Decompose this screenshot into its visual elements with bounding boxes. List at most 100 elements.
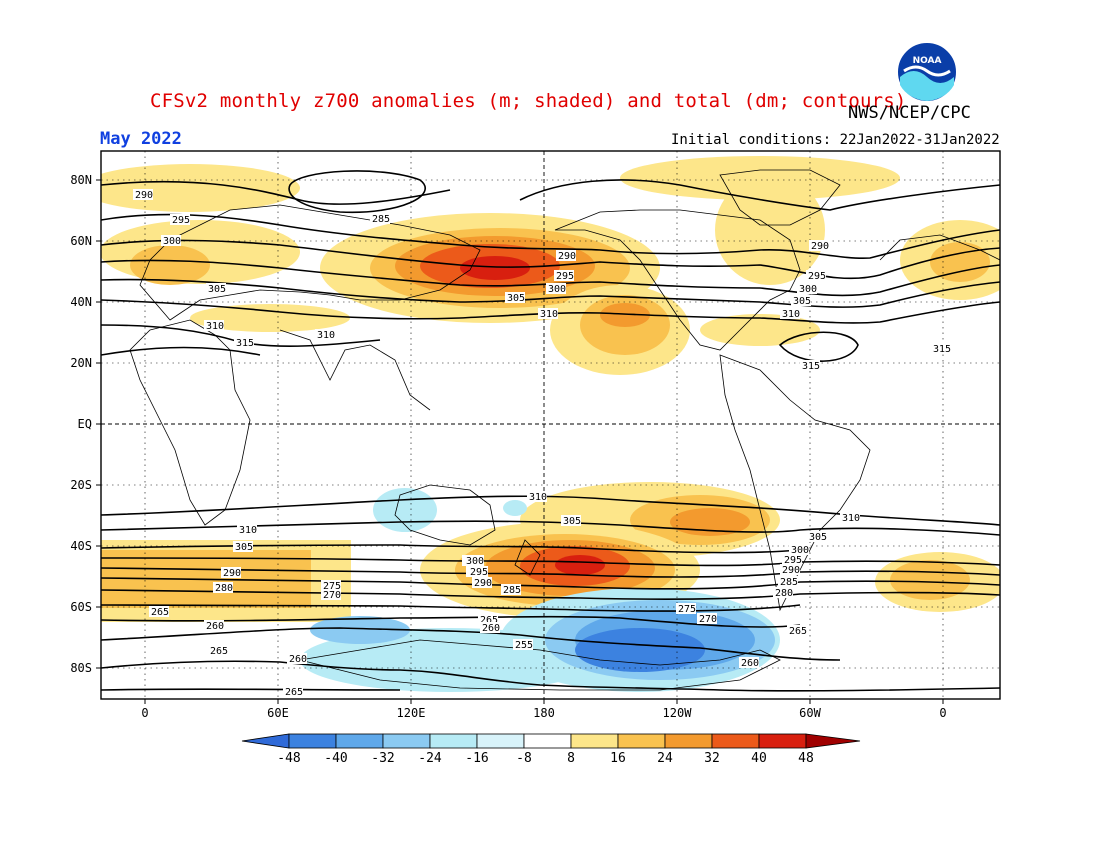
contour-label: 315 [933, 344, 951, 355]
contour-label: 265 [480, 615, 498, 626]
lon-tick-label: 60E [267, 706, 289, 720]
contour-label: 315 [236, 338, 254, 349]
contour-label: 310 [540, 309, 558, 320]
contour-label: 310 [317, 330, 335, 341]
contour-label: 315 [802, 361, 820, 372]
anomaly-positive-region [555, 555, 605, 575]
contour-label: 290 [811, 241, 829, 252]
contour-label: 290 [474, 578, 492, 589]
lon-tick-label: 0 [939, 706, 947, 720]
contour-label: 305 [563, 516, 581, 527]
contour-label: 305 [235, 542, 253, 553]
colorbar-swatch [570, 733, 619, 749]
colorbar-swatch [805, 733, 861, 749]
colorbar-swatch [335, 733, 384, 749]
lat-tick-label: 20S [70, 478, 92, 492]
colorbar-label: 32 [704, 751, 720, 766]
colorbar-swatch [241, 733, 290, 749]
contour-label: 285 [372, 214, 390, 225]
axis-ticks [96, 179, 944, 704]
contour-label: 260 [482, 623, 500, 634]
contour-label: 300 [799, 284, 817, 295]
contour-label: 275 [323, 581, 341, 592]
lat-tick-label: 40N [70, 295, 92, 309]
lat-tick-label: EQ [77, 417, 92, 431]
contour-label: 290 [223, 568, 241, 579]
colorbar-label: -40 [324, 751, 348, 766]
contour-label: 295 [172, 215, 190, 226]
contour-label: 290 [782, 565, 800, 576]
contour-label: 270 [699, 614, 717, 625]
contour-label: 260 [289, 654, 307, 665]
colorbar-label: -32 [371, 751, 395, 766]
colorbar-swatch [288, 733, 337, 749]
anomaly-negative-region [575, 628, 705, 672]
contour-label: 270 [323, 590, 341, 601]
lat-tick-label: 80S [70, 661, 92, 675]
colorbar-label: 8 [567, 751, 575, 766]
contour-label: 260 [206, 621, 224, 632]
contour-label: 305 [809, 532, 827, 543]
contour-labels: 290 295 300 305 310 315 310 290 295 300 … [133, 189, 951, 698]
svg-text:NOAA: NOAA [913, 56, 942, 66]
contour-label: 295 [556, 271, 574, 282]
colorbar-swatch [617, 733, 666, 749]
contour-label: 310 [842, 513, 860, 524]
contour-label: 290 [558, 251, 576, 262]
contour-label: 300 [163, 236, 181, 247]
contour-label: 265 [285, 687, 303, 698]
contour-label: 295 [808, 271, 826, 282]
contour-label: 300 [791, 545, 809, 556]
coastlines [129, 169, 1000, 691]
contour-label: 265 [210, 646, 228, 657]
map-frame [100, 150, 1001, 700]
height-contours [101, 170, 1000, 692]
lon-tick-label: 120W [662, 706, 692, 720]
anomaly-positive-region [600, 303, 650, 327]
anomaly-negative-region [503, 500, 527, 516]
colorbar-swatch [429, 733, 478, 749]
contour-label: 300 [548, 284, 566, 295]
lat-tick-label: 60N [70, 234, 92, 248]
contour-label: 305 [507, 293, 525, 304]
anomaly-positive-region [190, 304, 350, 332]
anomaly-positive-region [930, 242, 990, 282]
lat-tick-label: 60S [70, 600, 92, 614]
lon-tick-label: 120E [396, 706, 426, 720]
contour-label: 310 [206, 321, 224, 332]
anomaly-positive-region [890, 560, 970, 600]
colorbar-label: -8 [516, 751, 532, 766]
forecast-month: May 2022 [100, 129, 182, 149]
contour-label: 265 [789, 626, 807, 637]
lat-tick-label: 40S [70, 539, 92, 553]
contour-label: 285 [503, 585, 521, 596]
lat-tick-label: 80N [70, 173, 92, 187]
contour-label: 300 [466, 556, 484, 567]
map-title: CFSv2 monthly z700 anomalies (m; shaded)… [150, 90, 907, 112]
contour-label: 295 [784, 555, 802, 566]
lat-tick-label: 20N [70, 356, 92, 370]
colorbar-label: -48 [277, 751, 301, 766]
agency-label: NWS/NCEP/CPC [848, 103, 971, 123]
contour-label: 280 [775, 588, 793, 599]
colorbar-swatch [523, 733, 572, 749]
anomaly-positive-region [460, 256, 530, 280]
anomaly-positive-region [101, 164, 300, 212]
contour-label: 310 [782, 309, 800, 320]
colorbar-label: 48 [798, 751, 814, 766]
contour-label: 295 [470, 567, 488, 578]
colorbar-label: -24 [418, 751, 442, 766]
contour-label: 310 [529, 492, 547, 503]
lon-tick-label: 60W [799, 706, 821, 720]
colorbar [241, 733, 861, 749]
contour-label: 285 [780, 577, 798, 588]
contour-label: 305 [208, 284, 226, 295]
anomaly-positive-region [715, 175, 825, 285]
anomaly-negative-region [310, 616, 410, 644]
lon-tick-label: 0 [141, 706, 149, 720]
contour-label: 255 [515, 640, 533, 651]
colorbar-swatch [476, 733, 525, 749]
colorbar-swatch [382, 733, 431, 749]
lon-tick-label: 180 [533, 706, 555, 720]
